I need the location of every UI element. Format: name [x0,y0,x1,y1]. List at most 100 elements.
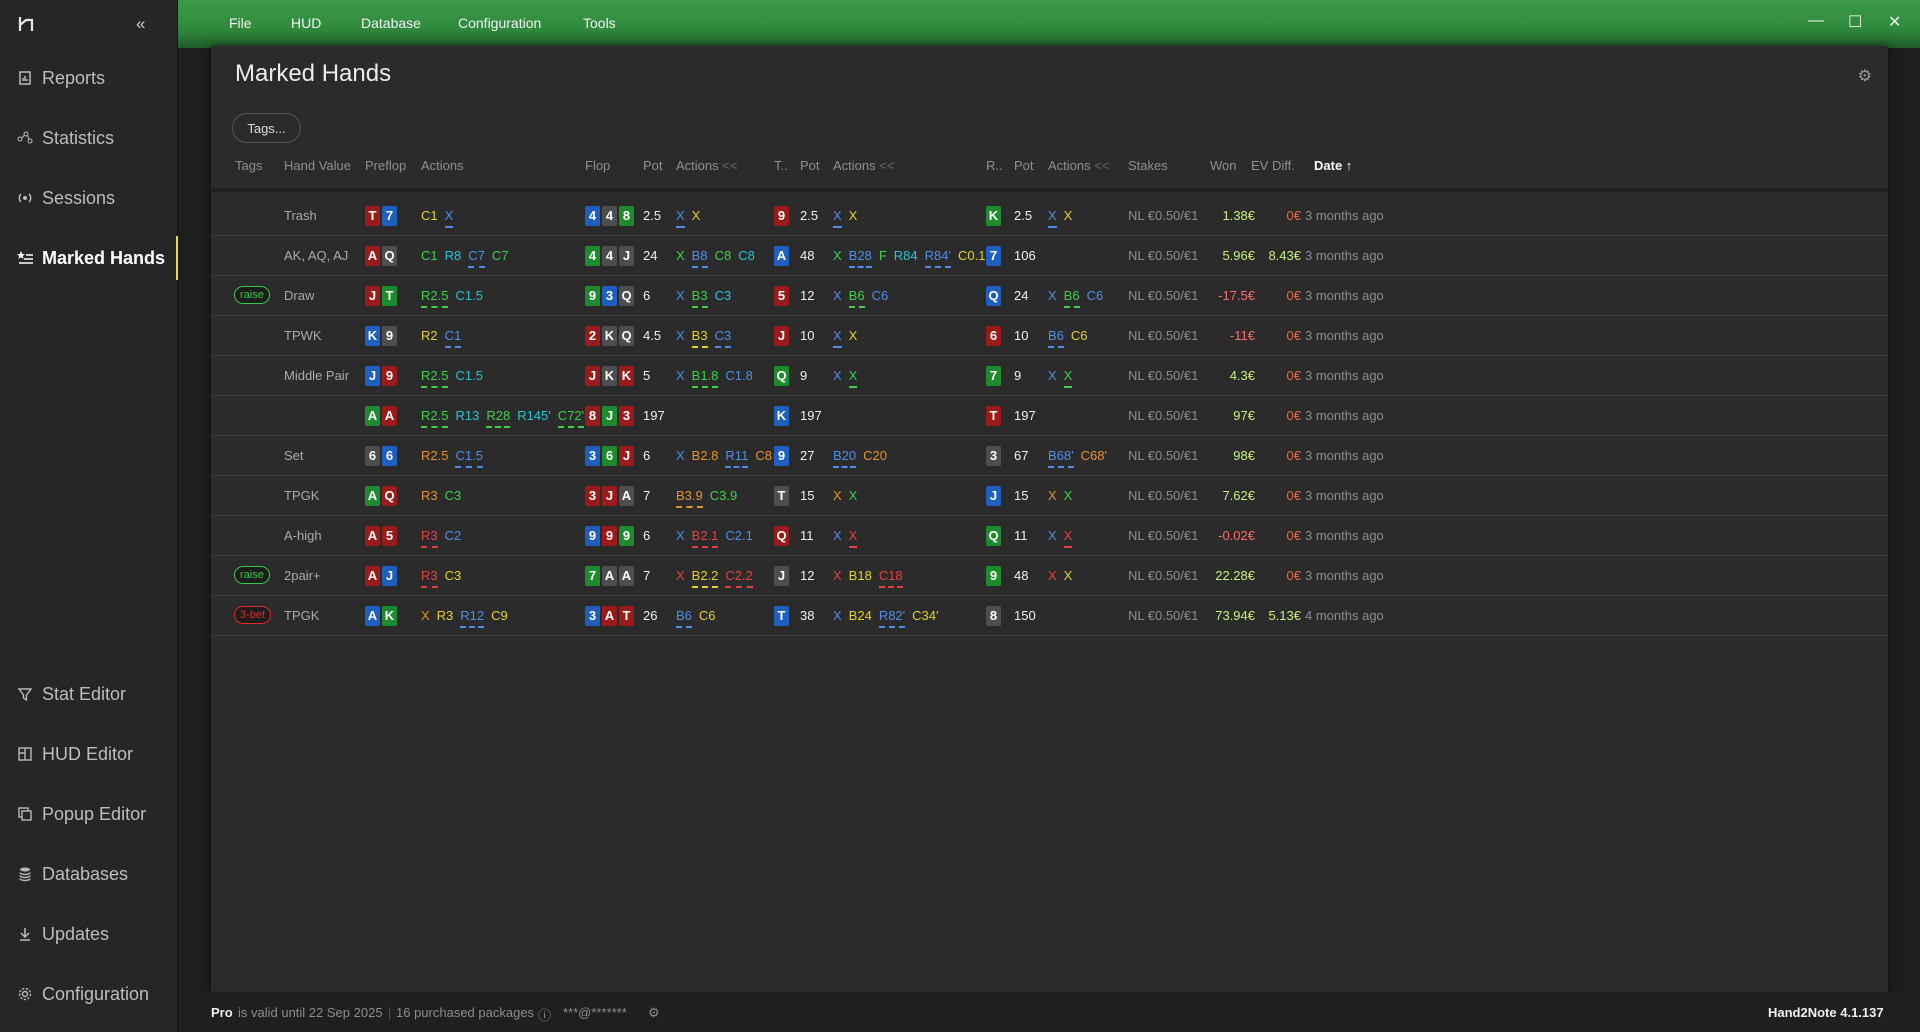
col-header-river[interactable]: R.. [986,158,1003,173]
col-header-river-pot[interactable]: Pot [1014,158,1034,173]
table-row[interactable]: TPWK K 9 R2 C1 2 K Q 4.5 X B3 C3 J 10 X X 6 10 B6 C6 NL €0.5… [211,316,1888,356]
river-pot: 67 [1014,448,1029,463]
collapse-river-actions-icon[interactable]: << [1094,158,1110,173]
action-token: X [1048,488,1057,503]
col-header-turn[interactable]: T.. [774,158,788,173]
table-row[interactable]: Middle Pair J 9 R2.5 C1.5 J K K 5 X B1.8 C1.8 Q 9 X X 7 9… [211,356,1888,396]
sidebar-item-label: Configuration [42,983,150,1004]
minimize-icon[interactable]: — [1808,12,1824,29]
action-token: R3 [436,608,454,623]
action-token: B28 [848,247,872,268]
sidebar-item-popup-editor[interactable]: Popup Editor [0,792,178,836]
table-row[interactable]: AK, AQ, AJ A Q C1 R8 C7 C7 4 4 J 24 X B8 C8 C8 A 48 X B28 F… [211,236,1888,276]
col-header-preflop-actions[interactable]: Actions [421,158,464,173]
menu-file[interactable]: File [229,15,252,31]
col-header-won[interactable]: Won [1210,158,1237,173]
action-token: X [676,288,685,303]
stakes: NL €0.50/€1 [1128,368,1199,383]
col-header-turn-actions[interactable]: Actions << [833,158,894,173]
playing-card: Q [382,486,397,506]
col-header-ev-diff[interactable]: EV Diff. [1251,158,1295,173]
sidebar-item-sessions[interactable]: Sessions [0,176,178,220]
turn-pot: 12 [800,568,815,583]
river-pot: 11 [1014,528,1028,543]
playing-card: J [382,566,397,586]
stakes: NL €0.50/€1 [1128,328,1199,343]
menu-configuration[interactable]: Configuration [458,15,542,31]
col-header-hand-value[interactable]: Hand Value [284,158,351,173]
action-token: R2.5 [421,287,449,308]
action-token: C7 [468,247,485,268]
col-header-flop[interactable]: Flop [585,158,611,173]
action-token: C7 [491,248,509,263]
table-row[interactable]: raise 2pair+ A J R3 C3 7 A A 7 X B2.2 C2.2 J 12 X B18 C18… [211,556,1888,596]
sidebar-item-statistics[interactable]: Statistics [0,116,178,160]
won-amount: 5.96€ [1222,248,1255,263]
playing-card: A [602,566,617,586]
table-row[interactable]: TPGK A Q R3 C3 3 J A 7 B3.9 C3.9 T 15 X X J 15 X X NL €0.50… [211,476,1888,516]
sidebar-item-reports[interactable]: Reports [0,56,178,100]
action-token: C6 [698,608,716,623]
ev-diff: 5.13€ [1268,608,1301,623]
sidebar-item-updates[interactable]: Updates [0,912,178,956]
download-icon [16,925,34,943]
sidebar-item-hud-editor[interactable]: HUD Editor [0,732,178,776]
action-token: B2.1 [691,527,719,548]
playing-card: 6 [986,326,1001,346]
col-header-tags[interactable]: Tags [235,158,263,173]
playing-card: 3 [986,446,1001,466]
river-card: K [986,206,1003,226]
playing-card: 8 [986,606,1001,626]
playing-card: 5 [774,286,789,306]
account-settings-icon[interactable]: ⚙ [648,1005,660,1020]
menu-tools[interactable]: Tools [583,15,616,31]
info-icon[interactable]: ⓘ [538,1008,552,1023]
river-card: 6 [986,326,1003,346]
settings-gear-icon[interactable]: ⚙ [1857,68,1872,85]
stakes: NL €0.50/€1 [1128,568,1199,583]
col-header-preflop[interactable]: Preflop [365,158,407,173]
collapse-turn-actions-icon[interactable]: << [879,158,895,173]
table-row[interactable]: A-high A 5 R3 C2 9 9 9 6 X B2.1 C2.1 Q 11 X X Q 11 X X NL €0… [211,516,1888,556]
table-row[interactable]: A A R2.5 R13 R28 R145' C72' 8 J 3 197 K 197 T 197 NL €0… [211,396,1888,436]
ev-diff: 0€ [1286,368,1301,383]
table-row[interactable]: raise Draw J T R2.5 C1.5 9 3 Q 6 X B3 C3 5 12 X B6 C6 Q 24 X… [211,276,1888,316]
action-token: C1.5 [455,368,483,383]
sidebar-item-databases[interactable]: Databases [0,852,178,896]
col-header-date[interactable]: Date ↑ [1314,158,1353,173]
action-token: R12 [460,607,485,628]
maximize-icon[interactable]: ☐ [1848,14,1863,31]
playing-card: 9 [774,206,789,226]
col-header-stakes[interactable]: Stakes [1128,158,1168,173]
collapse-sidebar-icon[interactable]: « [136,14,146,33]
table-row[interactable]: 3-bet TPGK A K X R3 R12 C9 3 A T 26 B6 C6 T 38 X B24 R82' C… [211,596,1888,636]
won-amount: 7.62€ [1222,488,1255,503]
playing-card: 4 [585,206,600,226]
tags-button[interactable]: Tags... [232,113,301,143]
table-row[interactable]: Trash T 7 C1 X 4 4 8 2.5 X X 9 2.5 X X K 2.5 X X NL €0.50/€… [211,196,1888,236]
close-icon[interactable]: ✕ [1888,14,1902,31]
purchased-packages[interactable]: 16 purchased packages [396,1005,535,1020]
action-token: X [833,288,842,303]
sidebar-item-configuration[interactable]: Configuration [0,972,178,1016]
action-token: C18 [878,567,903,588]
won-amount: 1.38€ [1222,208,1255,223]
flop-actions: X B3 C3 [676,287,738,308]
playing-card: J [602,406,617,426]
col-header-flop-pot[interactable]: Pot [643,158,663,173]
col-header-river-actions[interactable]: Actions << [1048,158,1109,173]
collapse-flop-actions-icon[interactable]: << [722,158,738,173]
table-row[interactable]: Set 6 6 R2.5 C1.5 3 6 J 6 X B2.8 R11 C8 9 27 B20 C20 3 67 B… [211,436,1888,476]
col-header-turn-pot[interactable]: Pot [800,158,820,173]
hand-value: TPGK [284,488,320,503]
menu-database[interactable]: Database [361,15,421,31]
action-token: X [833,488,842,503]
col-header-flop-actions[interactable]: Actions << [676,158,737,173]
sidebar-item-stat-editor[interactable]: Stat Editor [0,672,178,716]
action-token: X [1063,527,1073,548]
sidebar-item-marked-hands[interactable]: Marked Hands [0,236,178,280]
menu-hud[interactable]: HUD [291,15,322,31]
